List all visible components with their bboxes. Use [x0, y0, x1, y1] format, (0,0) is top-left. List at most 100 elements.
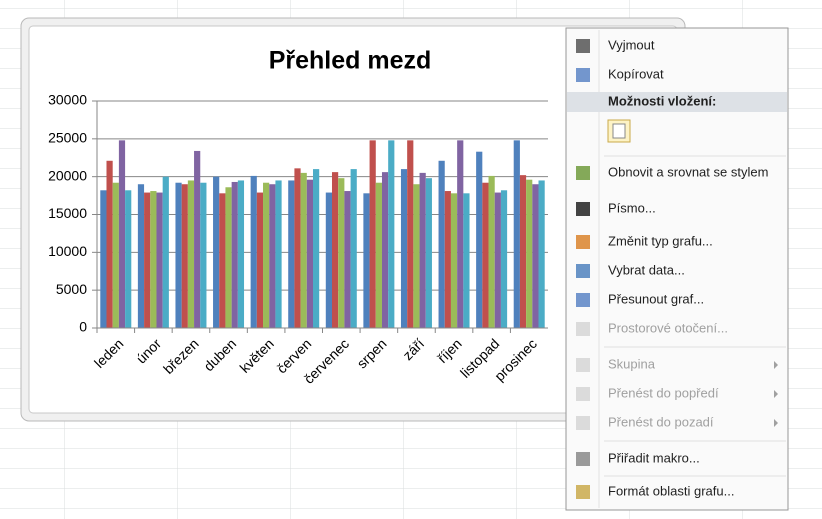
- bar[interactable]: [300, 172, 307, 328]
- y-tick-label: 5000: [56, 281, 87, 297]
- bar[interactable]: [344, 191, 351, 328]
- bar[interactable]: [313, 169, 320, 328]
- bar[interactable]: [488, 175, 495, 328]
- bar[interactable]: [476, 151, 483, 328]
- bar[interactable]: [187, 180, 195, 328]
- bar[interactable]: [125, 190, 132, 328]
- menu-item-hit[interactable]: [568, 33, 786, 59]
- bar[interactable]: [200, 182, 207, 328]
- context-menu: Možnosti vložení:: [565, 27, 789, 511]
- bar[interactable]: [306, 179, 314, 328]
- menu-item-label[interactable]: Přesunout graf...: [608, 291, 704, 306]
- menu-icon: [576, 387, 590, 401]
- bar[interactable]: [419, 172, 426, 328]
- bar[interactable]: [400, 169, 408, 328]
- bar[interactable]: [156, 192, 163, 328]
- bar[interactable]: [175, 182, 182, 328]
- bar[interactable]: [194, 150, 201, 328]
- bar[interactable]: [500, 190, 508, 328]
- bar[interactable]: [450, 193, 458, 328]
- submenu-arrow: [774, 390, 778, 398]
- bar[interactable]: [269, 184, 276, 328]
- menu-item-label: Prostorové otočení...: [608, 320, 728, 335]
- bar[interactable]: [519, 175, 527, 328]
- bar[interactable]: [482, 182, 489, 328]
- bar[interactable]: [144, 192, 151, 328]
- bar[interactable]: [112, 182, 119, 328]
- menu-item-hit[interactable]: [568, 196, 786, 222]
- bar[interactable]: [369, 140, 376, 328]
- bar[interactable]: [219, 193, 226, 328]
- bar[interactable]: [237, 180, 245, 328]
- bar[interactable]: [532, 184, 539, 328]
- bar[interactable]: [250, 175, 257, 328]
- menu-item-label[interactable]: Vyjmout: [608, 37, 655, 52]
- bar[interactable]: [275, 180, 282, 328]
- menu-item-label[interactable]: Vybrat data...: [608, 262, 685, 277]
- bar[interactable]: [162, 176, 169, 328]
- bar[interactable]: [213, 176, 220, 328]
- bar[interactable]: [375, 182, 382, 328]
- bar[interactable]: [463, 193, 470, 328]
- bar[interactable]: [150, 191, 157, 328]
- bar[interactable]: [294, 168, 301, 328]
- bar[interactable]: [181, 184, 188, 328]
- menu-icon: [576, 358, 590, 372]
- bar[interactable]: [444, 191, 451, 328]
- menu-item-label[interactable]: Kopírovat: [608, 66, 664, 81]
- menu-item-label[interactable]: Formát oblasti grafu...: [608, 483, 734, 498]
- y-tick-label: 10000: [48, 243, 87, 259]
- bar[interactable]: [256, 192, 264, 328]
- menu-item-label[interactable]: Obnovit a srovnat se stylem: [608, 164, 768, 179]
- y-tick-label: 0: [79, 319, 87, 335]
- menu-icon: [576, 452, 590, 466]
- submenu-arrow: [774, 361, 778, 369]
- y-tick-label: 20000: [48, 167, 87, 183]
- menu-header-bg: [567, 92, 787, 112]
- menu-item-label: Skupina: [608, 356, 656, 371]
- bar[interactable]: [338, 178, 345, 328]
- bar[interactable]: [407, 140, 414, 328]
- bar[interactable]: [381, 172, 389, 328]
- y-tick-label: 25000: [48, 130, 87, 146]
- bar[interactable]: [263, 182, 270, 328]
- submenu-arrow: [774, 419, 778, 427]
- y-tick-label: 15000: [48, 205, 87, 221]
- menu-item-label[interactable]: Písmo...: [608, 200, 656, 215]
- menu-icon: [576, 485, 590, 499]
- menu-item-hit[interactable]: [568, 62, 786, 88]
- menu-icon: [576, 202, 590, 216]
- bar[interactable]: [288, 180, 295, 328]
- menu-item-label[interactable]: Přiřadit makro...: [608, 450, 700, 465]
- bar[interactable]: [325, 192, 332, 328]
- bar[interactable]: [231, 181, 238, 328]
- bar[interactable]: [137, 184, 145, 328]
- menu-item-label[interactable]: Změnit typ grafu...: [608, 233, 713, 248]
- menu-items: Vyjmout Kopírovat Obnovit a srovnat se sty…: [568, 33, 786, 499]
- bar[interactable]: [350, 169, 357, 328]
- menu-item-label: Přenést do pozadí: [608, 414, 714, 429]
- bar[interactable]: [538, 180, 545, 328]
- bar[interactable]: [526, 179, 533, 328]
- bar[interactable]: [438, 160, 445, 328]
- menu-header: Možnosti vložení:: [608, 93, 716, 108]
- bar[interactable]: [413, 184, 420, 328]
- bar[interactable]: [513, 140, 520, 328]
- bar[interactable]: [363, 193, 370, 328]
- bar[interactable]: [225, 187, 232, 328]
- chart-title: Přehled mezd: [269, 47, 432, 75]
- menu-icon: [576, 235, 590, 249]
- menu-item-label: Přenést do popředí: [608, 385, 719, 400]
- bar[interactable]: [100, 190, 107, 328]
- bar[interactable]: [118, 140, 126, 328]
- bar[interactable]: [388, 140, 395, 328]
- menu-item-hit: [568, 352, 786, 378]
- bar[interactable]: [331, 172, 339, 328]
- bar[interactable]: [106, 160, 113, 328]
- paste-icon-sheet: [612, 123, 626, 139]
- menu-icon: [576, 68, 590, 82]
- bar[interactable]: [425, 178, 432, 328]
- bar[interactable]: [457, 140, 464, 328]
- bar[interactable]: [494, 192, 501, 328]
